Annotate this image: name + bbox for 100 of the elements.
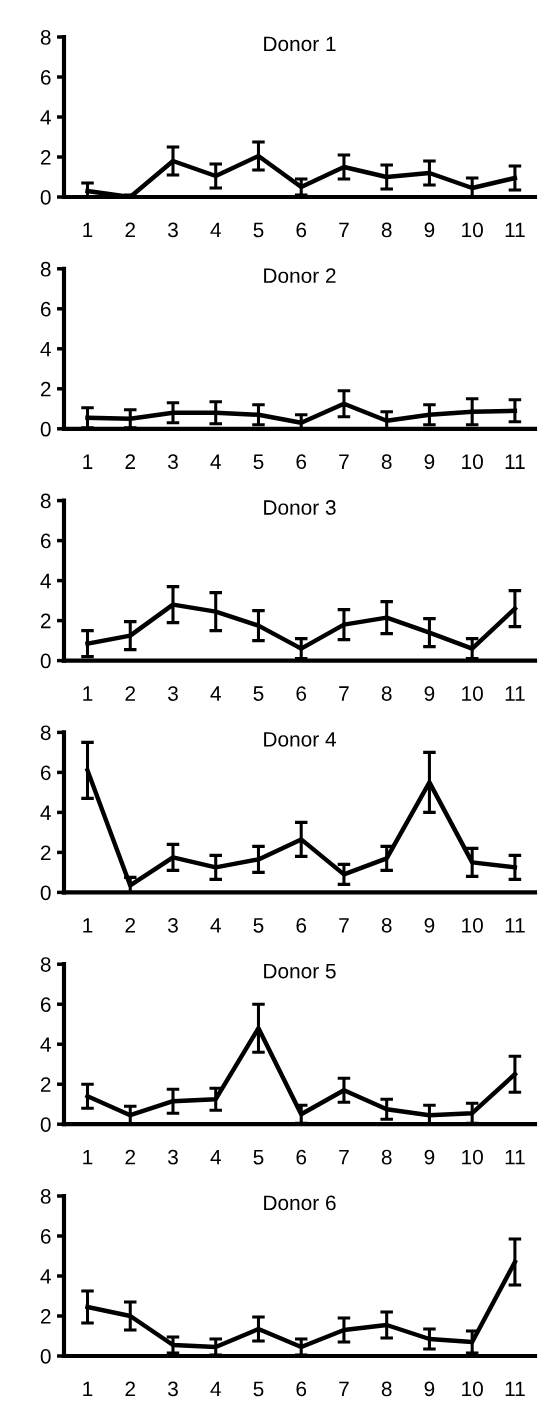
y-tick-label: 6 <box>40 533 51 549</box>
x-tick-label: 9 <box>424 686 435 701</box>
x-tick-label: 3 <box>167 917 178 933</box>
x-tick-label: 8 <box>381 454 392 470</box>
y-tick-label: 0 <box>40 421 51 437</box>
x-tick-label: 3 <box>167 1149 178 1165</box>
x-tick-label: 4 <box>210 454 221 469</box>
x-tick-label: 2 <box>125 686 135 701</box>
x-tick-label: 5 <box>253 454 264 470</box>
x-tick-label: 2 <box>125 917 135 933</box>
x-tick-label: 6 <box>296 454 307 470</box>
x-tick-label: 6 <box>296 1149 307 1165</box>
x-tick-label: 8 <box>381 222 392 238</box>
x-tick-label: 9 <box>424 454 435 470</box>
x-tick-label: 2 <box>125 1149 135 1165</box>
chart-title: Donor 1 <box>264 36 336 52</box>
x-tick-label: 7 <box>339 222 349 238</box>
x-tick-label: 1 <box>83 222 93 238</box>
x-tick-label: 8 <box>381 1381 392 1397</box>
x-tick-label: 5 <box>253 686 264 701</box>
y-tick-label: 4 <box>40 1037 51 1052</box>
x-tick-label: 10 <box>462 1381 483 1397</box>
y-tick-label: 8 <box>40 493 51 509</box>
x-tick-label: 5 <box>253 918 264 933</box>
y-tick-label: 0 <box>40 653 51 669</box>
x-tick-label: 4 <box>210 1381 221 1397</box>
x-tick-label: 1 <box>83 454 93 469</box>
x-tick-label: 9 <box>424 917 435 933</box>
x-tick-label: 2 <box>125 454 135 469</box>
y-tick-label: 8 <box>40 725 51 741</box>
y-tick-label: 4 <box>40 573 51 589</box>
y-tick-label: 4 <box>40 342 51 357</box>
y-tick-label: 8 <box>40 261 51 277</box>
x-tick-label: 11 <box>505 1149 525 1165</box>
x-tick-label: 3 <box>167 454 178 470</box>
x-tick-label: 6 <box>296 686 307 701</box>
y-tick-label: 0 <box>40 1349 51 1364</box>
x-tick-label: 4 <box>210 918 221 933</box>
x-tick-label: 4 <box>210 1149 221 1165</box>
y-tick-label: 2 <box>40 613 51 629</box>
x-tick-label: 10 <box>462 454 483 470</box>
y-tick-label: 8 <box>40 30 51 45</box>
x-tick-label: 7 <box>339 1381 349 1397</box>
x-tick-label: 8 <box>381 917 392 933</box>
x-tick-label: 9 <box>424 1149 435 1165</box>
x-tick-label: 8 <box>381 686 392 701</box>
chart-title: Donor 3 <box>264 500 336 515</box>
x-tick-label: 1 <box>83 918 93 933</box>
x-tick-label: 10 <box>462 917 483 933</box>
x-tick-label: 11 <box>505 1381 525 1397</box>
y-tick-label: 6 <box>40 1229 51 1244</box>
x-tick-label: 11 <box>505 918 525 933</box>
y-tick-label: 4 <box>40 805 51 820</box>
x-tick-label: 8 <box>381 1149 392 1165</box>
x-tick-label: 1 <box>83 1149 93 1165</box>
chart-title: Donor 6 <box>264 1195 336 1211</box>
chart-title: Donor 2 <box>264 268 336 284</box>
x-tick-label: 2 <box>125 1381 135 1397</box>
x-tick-label: 3 <box>167 1381 178 1397</box>
x-tick-label: 11 <box>505 686 525 701</box>
y-tick-label: 2 <box>40 150 51 165</box>
x-tick-label: 7 <box>339 1149 349 1165</box>
y-tick-label: 6 <box>40 765 51 781</box>
x-tick-label: 5 <box>253 1149 264 1165</box>
x-tick-label: 9 <box>424 1381 435 1397</box>
x-tick-label: 6 <box>296 917 307 933</box>
chart-title: Donor 4 <box>264 732 336 747</box>
x-tick-label: 7 <box>339 454 349 469</box>
x-tick-label: 3 <box>167 222 178 238</box>
y-tick-label: 2 <box>40 1309 51 1324</box>
y-tick-label: 2 <box>40 381 51 397</box>
y-tick-label: 0 <box>40 885 51 901</box>
x-tick-label: 9 <box>424 222 435 238</box>
y-tick-label: 6 <box>40 70 51 85</box>
x-tick-label: 4 <box>210 222 221 238</box>
y-tick-label: 6 <box>40 301 51 317</box>
x-tick-label: 10 <box>462 686 483 701</box>
x-tick-label: 5 <box>253 222 264 238</box>
x-tick-label: 1 <box>83 686 93 701</box>
x-tick-label: 11 <box>505 222 525 238</box>
chart-title: Donor 5 <box>264 963 336 979</box>
y-tick-label: 4 <box>40 1269 51 1284</box>
y-tick-label: 4 <box>40 110 51 125</box>
x-tick-label: 6 <box>296 1381 307 1397</box>
y-tick-label: 6 <box>40 997 51 1012</box>
x-tick-label: 10 <box>462 1149 483 1165</box>
x-tick-label: 2 <box>125 222 135 238</box>
x-tick-label: 5 <box>253 1381 264 1397</box>
y-tick-label: 2 <box>40 1077 51 1092</box>
x-tick-label: 6 <box>296 222 307 238</box>
x-tick-label: 4 <box>210 686 221 701</box>
x-tick-label: 11 <box>505 454 525 469</box>
x-tick-label: 7 <box>339 918 349 933</box>
y-tick-label: 8 <box>40 957 51 972</box>
x-tick-label: 7 <box>339 686 349 701</box>
y-tick-label: 8 <box>40 1189 51 1204</box>
y-tick-label: 0 <box>40 1117 51 1132</box>
y-tick-label: 0 <box>40 190 51 205</box>
x-tick-label: 1 <box>83 1381 93 1397</box>
x-tick-label: 10 <box>462 222 483 238</box>
